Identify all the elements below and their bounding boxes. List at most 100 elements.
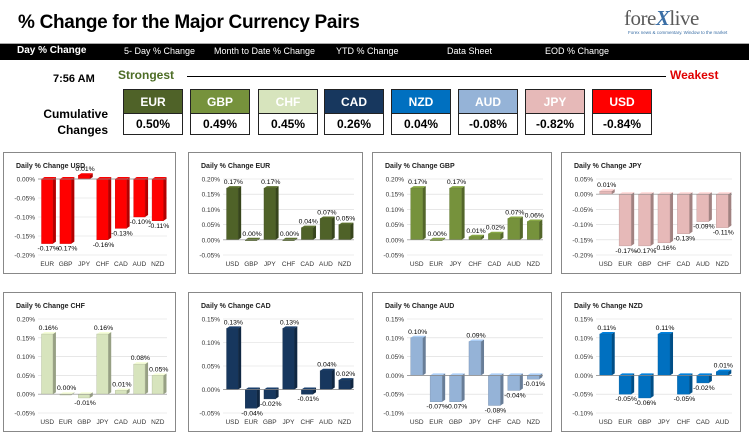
y-tick-label: 0.20% [386,177,405,184]
y-tick-label: -0.20% [572,253,593,260]
y-tick-label: -0.05% [572,392,593,399]
nav-day-change[interactable]: Day % Change [17,45,87,56]
nav-eod-change[interactable]: EOD % Change [545,46,610,56]
x-tick-label: EUR [244,419,258,426]
bar-chf [282,237,298,241]
forexlive-logo[interactable]: foreXlive Forex news & commentary. Windo… [624,6,732,40]
y-tick-label: -0.20% [14,253,35,260]
page-title: % Change for the Major Currency Pairs [18,12,360,33]
bar-aud [319,216,335,240]
x-tick-label: CHF [657,261,670,268]
bar-cad [507,373,523,391]
data-label: -0.01% [297,396,319,403]
x-tick-label: CAD [114,261,128,268]
bar-cad [301,225,317,240]
nav-month-to-date-change[interactable]: Month to Date % Change [214,46,316,56]
weakest-label: Weakest [670,68,719,82]
currency-box-usd: USD -0.84% [592,89,652,135]
strength-scale-line [187,76,666,77]
x-tick-label: CHF [468,261,481,268]
x-tick-label: AUD [696,261,710,268]
y-tick-label: 0.00% [202,237,221,244]
header-bar: % Change for the Major Currency Pairs fo… [0,0,749,44]
data-label: 0.01% [112,381,131,388]
y-tick-label: 0.00% [17,392,36,399]
y-tick-label: 0.05% [575,177,594,184]
y-tick-label: 0.15% [202,192,221,199]
bar-aud [716,369,732,376]
x-tick-label: GBP [263,419,277,426]
data-label: 0.13% [224,319,243,326]
data-label: -0.05% [615,396,637,403]
data-label: -0.17% [56,246,78,253]
bar-jpy [468,339,485,376]
chart-svg: Daily % Change EUR0.20%0.15%0.10%0.05%0.… [199,163,355,268]
nav-ytd-change[interactable]: YTD % Change [336,46,399,56]
data-label: -0.07% [426,404,448,411]
x-tick-label: NZD [151,261,165,268]
currency-code: EUR [124,90,182,114]
bar-nzd [527,373,543,380]
y-tick-label: 0.15% [17,335,36,342]
currency-cumulative-value: -0.08% [459,114,517,134]
bar-eur [429,373,446,402]
data-label: 0.00% [428,231,447,238]
logo-tagline: Forex news & commentary. Window to the m… [628,30,728,35]
y-tick-label: 0.00% [575,192,594,199]
x-tick-label: AUD [132,261,146,268]
bar-usd [226,326,242,390]
x-tick-label: GBP [449,419,463,426]
currency-code: AUD [459,90,517,114]
currency-cumulative-value: -0.84% [593,114,651,134]
x-tick-label: GBP [77,419,91,426]
data-label: 0.01% [714,363,733,370]
chart-panel-cad: Daily % Change CAD 0.15% 0.10% 0.05% 0.00% -0… [188,292,363,432]
bar-chf [468,234,485,241]
x-tick-label: CAD [507,419,521,426]
x-tick-label: CHF [677,419,690,426]
nav-data-sheet[interactable]: Data Sheet [447,46,493,56]
y-tick-label: 0.00% [575,373,594,380]
bar-nzd [151,373,167,395]
data-label: 0.00% [280,231,299,238]
chart-panel-aud: Daily % Change AUD 0.15% 0.10% 0.05% 0.00% -0… [372,292,552,432]
chart-svg: Daily % Change CAD 0.15% 0.10% 0.05% 0.00% -0… [199,303,355,426]
data-label: 0.02% [336,371,355,378]
x-tick-label: CAD [300,261,314,268]
y-tick-label: -0.10% [14,215,35,222]
y-tick-label: -0.15% [14,234,35,241]
y-tick-label: 0.00% [386,237,405,244]
data-label: 0.08% [131,355,150,362]
data-label: 0.00% [57,385,76,392]
x-tick-label: USD [599,261,613,268]
y-tick-label: 0.15% [202,317,221,324]
nav-5-day-change[interactable]: 5- Day % Change [124,46,196,56]
chart-panel-gbp: Daily % Change GBP 0.20% 0.15% 0.10% 0.05% 0.… [372,152,552,274]
data-label: 0.02% [486,225,505,232]
data-label: 0.17% [447,179,466,186]
x-tick-label: AUD [319,261,333,268]
data-label: -0.09% [693,224,715,231]
bar-chf [677,373,693,395]
data-label: -0.07% [446,404,468,411]
data-label: 0.09% [466,333,485,340]
bar-eur [618,192,635,247]
bar-gbp [245,237,260,241]
data-label: 0.00% [242,231,261,238]
logo-wordmark: foreXlive [624,6,699,30]
x-tick-label: NZD [527,419,541,426]
chart-panel-eur: Daily % Change EUR 0.20% 0.15% 0.10% 0.05% 0.… [188,152,363,274]
currency-box-cad: CAD 0.26% [324,89,384,135]
x-tick-label: USD [410,261,424,268]
data-label: -0.04% [241,410,263,417]
y-tick-label: 0.10% [202,207,221,214]
y-tick-label: 0.05% [202,222,221,229]
chart-panel-usd: Daily % Change USD 0.00% -0.05% -0.10% -0.15… [3,152,176,274]
data-label: 0.17% [261,179,280,186]
bar-jpy [657,332,674,376]
data-label: -0.02% [260,401,282,408]
bar-gbp [449,373,465,402]
bar-jpy [263,186,279,240]
currency-box-jpy: JPY -0.82% [525,89,585,135]
y-tick-label: 0.05% [17,373,36,380]
